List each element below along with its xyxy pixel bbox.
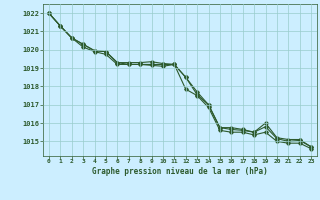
- X-axis label: Graphe pression niveau de la mer (hPa): Graphe pression niveau de la mer (hPa): [92, 167, 268, 176]
